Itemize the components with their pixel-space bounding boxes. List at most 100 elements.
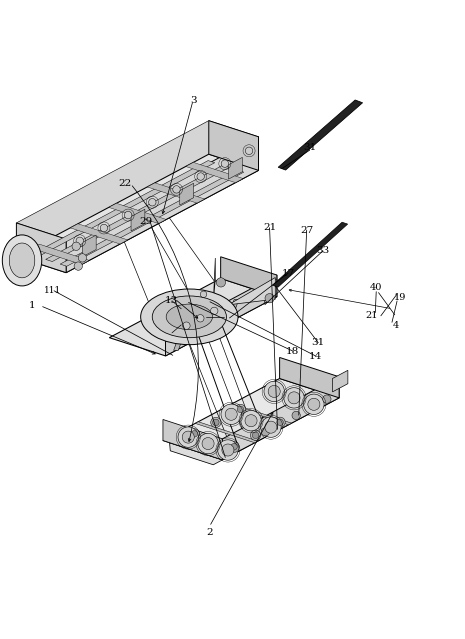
Circle shape [231, 443, 237, 450]
Polygon shape [226, 300, 239, 323]
Circle shape [308, 398, 320, 410]
Polygon shape [147, 183, 205, 203]
Ellipse shape [9, 243, 35, 278]
Polygon shape [209, 121, 259, 171]
Polygon shape [195, 422, 258, 443]
Ellipse shape [2, 235, 42, 286]
Polygon shape [221, 257, 277, 296]
Text: 29: 29 [139, 217, 153, 226]
Circle shape [275, 417, 285, 427]
Polygon shape [46, 166, 229, 261]
Text: 3: 3 [190, 96, 196, 105]
Text: 21: 21 [365, 311, 378, 320]
Circle shape [189, 429, 199, 439]
Circle shape [216, 278, 226, 287]
Circle shape [231, 444, 239, 452]
Polygon shape [60, 170, 244, 266]
Polygon shape [228, 157, 242, 179]
Ellipse shape [152, 296, 226, 337]
Polygon shape [166, 275, 277, 356]
Text: 19: 19 [394, 293, 406, 302]
Circle shape [222, 444, 234, 456]
Circle shape [245, 415, 257, 427]
Polygon shape [82, 235, 96, 257]
Polygon shape [332, 371, 348, 392]
Circle shape [221, 160, 229, 167]
Text: 21: 21 [263, 223, 276, 232]
Text: 2: 2 [206, 528, 213, 537]
Polygon shape [70, 224, 128, 244]
Text: 14: 14 [308, 352, 322, 361]
Polygon shape [66, 137, 259, 273]
Circle shape [74, 262, 82, 270]
Ellipse shape [166, 304, 213, 330]
Polygon shape [229, 404, 292, 425]
Circle shape [218, 440, 238, 460]
Circle shape [200, 291, 207, 298]
Circle shape [235, 404, 246, 415]
Circle shape [265, 293, 274, 303]
Polygon shape [180, 183, 193, 205]
Circle shape [190, 296, 196, 303]
Polygon shape [16, 154, 259, 273]
Circle shape [149, 199, 156, 206]
Polygon shape [131, 209, 145, 231]
Polygon shape [213, 258, 215, 300]
Polygon shape [163, 419, 222, 460]
Text: 17: 17 [281, 268, 295, 277]
Polygon shape [163, 378, 339, 460]
Circle shape [323, 395, 331, 403]
Polygon shape [16, 223, 66, 273]
Circle shape [211, 417, 221, 427]
Circle shape [246, 147, 253, 155]
Polygon shape [170, 443, 222, 465]
Polygon shape [228, 277, 275, 305]
Circle shape [261, 417, 281, 437]
Circle shape [197, 173, 205, 180]
Circle shape [191, 431, 198, 437]
Circle shape [268, 385, 280, 397]
Circle shape [173, 186, 180, 193]
Circle shape [237, 406, 244, 413]
Circle shape [182, 431, 194, 443]
Circle shape [178, 427, 199, 447]
Circle shape [292, 412, 300, 420]
Text: 31: 31 [303, 143, 316, 152]
Polygon shape [272, 222, 348, 287]
Polygon shape [278, 100, 363, 170]
Circle shape [211, 307, 218, 314]
Circle shape [252, 432, 259, 438]
Circle shape [125, 212, 132, 219]
Circle shape [100, 224, 107, 232]
Polygon shape [173, 327, 186, 350]
Ellipse shape [141, 289, 238, 344]
Circle shape [198, 433, 218, 454]
Circle shape [76, 237, 83, 245]
Polygon shape [32, 244, 89, 265]
Circle shape [265, 421, 277, 433]
Circle shape [241, 410, 261, 431]
Text: 27: 27 [300, 226, 313, 235]
Polygon shape [222, 377, 339, 460]
Circle shape [202, 438, 214, 450]
Text: 1: 1 [29, 301, 35, 310]
Circle shape [277, 419, 283, 426]
Circle shape [197, 314, 204, 322]
Polygon shape [109, 279, 277, 356]
Text: 22: 22 [118, 179, 132, 188]
Circle shape [264, 381, 285, 401]
Text: 40: 40 [370, 284, 382, 293]
Polygon shape [279, 357, 339, 398]
Polygon shape [264, 279, 277, 302]
Text: 4: 4 [392, 321, 399, 330]
Circle shape [221, 404, 241, 424]
Text: 31: 31 [312, 338, 325, 347]
Polygon shape [109, 203, 166, 224]
Circle shape [173, 306, 179, 312]
Circle shape [225, 408, 237, 420]
Circle shape [183, 322, 190, 329]
Polygon shape [186, 162, 243, 183]
Circle shape [304, 394, 324, 415]
Circle shape [284, 388, 304, 408]
Text: 18: 18 [286, 348, 299, 357]
